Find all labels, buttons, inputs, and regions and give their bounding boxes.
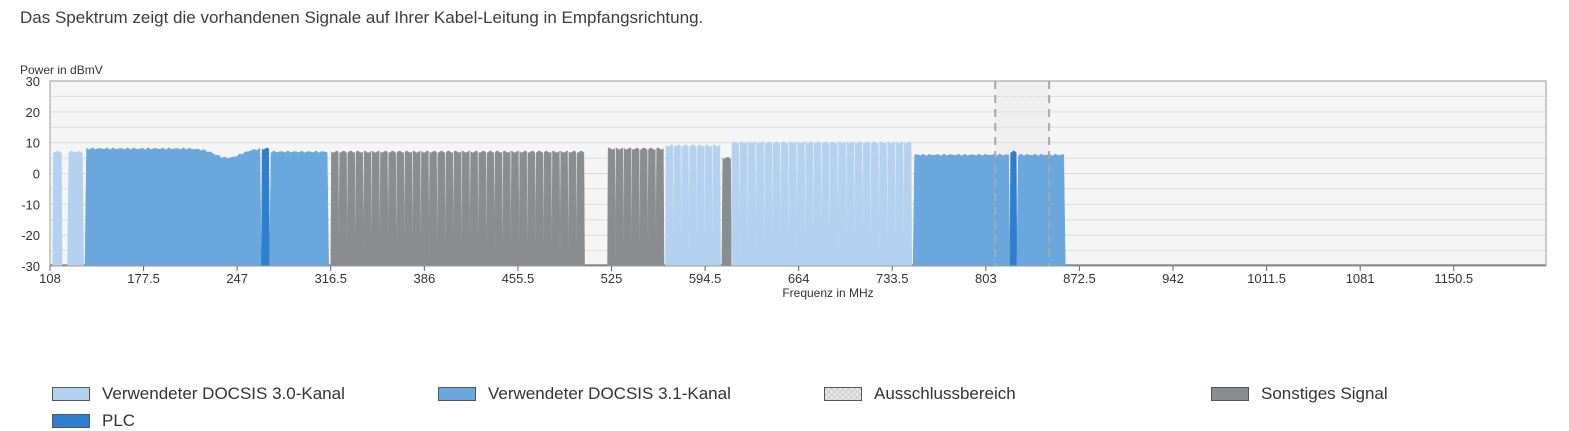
y-tick-label: -30 [21, 259, 40, 274]
legend-swatch-docsis30 [52, 387, 90, 401]
segment-other [330, 150, 585, 267]
legend-item-exclusion: Ausschlussbereich [824, 384, 1016, 404]
y-tick-label: 30 [26, 74, 40, 89]
x-tick-label: 803 [975, 271, 997, 286]
intro-text: Das Spektrum zeigt die vorhandenen Signa… [20, 8, 704, 27]
legend-item-other: Sonstiges Signal [1211, 384, 1388, 404]
y-tick-label: 0 [33, 167, 40, 182]
legend-swatch-other [1211, 387, 1249, 401]
segment-other [607, 147, 665, 267]
y-axis-label: Power in dBmV [20, 63, 103, 77]
legend-label-exclusion: Ausschlussbereich [874, 384, 1016, 403]
segment-docsis30 [731, 141, 913, 267]
x-tick-label: 733.5 [876, 271, 909, 286]
x-tick-label: 386 [413, 271, 435, 286]
x-axis-label: Frequenz in MHz [782, 286, 873, 300]
x-tick-label: 1150.5 [1434, 271, 1473, 286]
x-tick-label: 108 [39, 271, 61, 286]
legend-label-docsis30: Verwendeter DOCSIS 3.0-Kanal [102, 384, 345, 403]
legend-swatch-exclusion [824, 387, 862, 401]
segment-docsis30 [52, 150, 63, 267]
legend-item-docsis31: Verwendeter DOCSIS 3.1-Kanal [438, 384, 731, 404]
segment-docsis30 [67, 150, 84, 267]
segment-plc [1009, 150, 1018, 267]
x-tick-label: 594.5 [689, 271, 722, 286]
x-tick-label: 942 [1162, 271, 1184, 286]
x-tick-label: 1081 [1346, 271, 1375, 286]
x-tick-label: 247 [226, 271, 248, 286]
x-tick-label: 872.5 [1063, 271, 1096, 286]
legend-label-docsis31: Verwendeter DOCSIS 3.1-Kanal [488, 384, 731, 403]
y-tick-label: -20 [21, 228, 40, 243]
segment-docsis31 [912, 153, 1011, 267]
x-tick-label: 177.5 [127, 271, 160, 286]
segment-docsis31 [84, 147, 262, 267]
legend-item-docsis30: Verwendeter DOCSIS 3.0-Kanal [52, 384, 345, 404]
x-tick-label: 455.5 [502, 271, 535, 286]
segment-other [721, 157, 732, 267]
x-tick-label: 525 [601, 271, 623, 286]
y-tick-label: -10 [21, 197, 40, 212]
x-tick-label: 1011.5 [1247, 271, 1286, 286]
legend-swatch-plc [52, 414, 90, 428]
legend-label-plc: PLC [102, 411, 136, 430]
plot-frame [49, 80, 1547, 267]
legend-item-plc: PLC [52, 411, 135, 431]
segment-docsis31 [1016, 153, 1066, 267]
x-tick-label: 316.5 [314, 271, 347, 286]
segment-plc [261, 147, 270, 267]
x-tick-label: 664 [788, 271, 810, 286]
y-tick-label: 20 [26, 105, 40, 120]
legend-swatch-docsis31 [438, 387, 476, 401]
segment-docsis31 [269, 150, 329, 267]
legend-label-other: Sonstiges Signal [1261, 384, 1388, 403]
y-tick-label: 10 [26, 136, 40, 151]
segment-docsis30 [665, 144, 721, 267]
